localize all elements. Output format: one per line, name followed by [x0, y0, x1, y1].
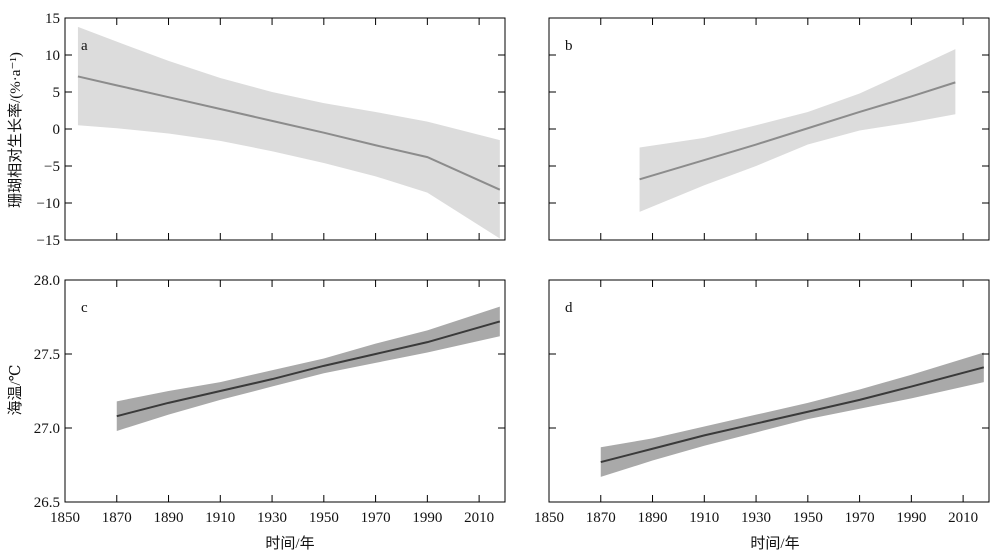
axes-frame-d	[548, 279, 990, 503]
y-tick-label-a: −15	[37, 233, 60, 249]
x-tick-label-d: 1910	[689, 510, 719, 526]
y-tick-label-a: −10	[37, 196, 60, 212]
x-tick-label-d: 1950	[793, 510, 823, 526]
x-tick-label-c: 1970	[361, 510, 391, 526]
panel-letter-c: c	[81, 300, 88, 316]
y-tick-label-c: 26.5	[34, 495, 60, 511]
x-tick-label-c: 1890	[154, 510, 184, 526]
panel-letter-b: b	[565, 38, 573, 54]
plot-area-c	[116, 306, 501, 431]
panel-letter-a: a	[81, 38, 88, 54]
axes-frame-c	[64, 279, 506, 503]
y-tick-label-a: 10	[45, 48, 60, 64]
plot-area-b	[639, 49, 956, 212]
y-tick-label-c: 28.0	[34, 273, 60, 289]
trend-line-a	[77, 75, 501, 191]
x-tick-label-c: 2010	[464, 510, 494, 526]
y-axis-title-sea-temperature: 海温/℃	[7, 365, 24, 416]
y-tick-label-a: 5	[53, 85, 61, 101]
x-tick-label-d: 1930	[741, 510, 771, 526]
confidence-band-a	[77, 26, 500, 239]
y-tick-label-c: 27.5	[34, 347, 60, 363]
x-tick-label-d: 1850	[534, 510, 564, 526]
y-tick-label-a: 15	[45, 11, 60, 27]
y-tick-label-a: 0	[53, 122, 61, 138]
panel-c: 26.5 27.0 27.5 28.0 1850 1870 1890 1910 1930 1950…	[34, 273, 506, 526]
x-tick-label-c: 1910	[205, 510, 235, 526]
panel-letter-d: d	[565, 300, 573, 316]
confidence-band-c	[116, 306, 500, 431]
x-tick-label-d: 2010	[948, 510, 978, 526]
x-axis-title-right: 时间/年	[750, 535, 799, 552]
x-tick-label-c: 1990	[412, 510, 442, 526]
y-tick-label-c: 27.0	[34, 421, 60, 437]
x-tick-label-d: 1990	[896, 510, 926, 526]
y-tick-label-a: −5	[44, 159, 60, 175]
x-tick-label-d: 1870	[586, 510, 616, 526]
trend-line-c	[116, 320, 501, 418]
x-tick-label-c: 1850	[50, 510, 80, 526]
x-tick-label-c: 1930	[257, 510, 287, 526]
x-axis-title-left: 时间/年	[265, 535, 314, 552]
plot-area-a	[77, 26, 501, 239]
panels: −15 −10 −5 0 5 10 15 a b 26.5 27.0 27.5 28.0 1850 1870…	[34, 11, 990, 526]
y-axis-title-growth-rate: 珊瑚相对生长率/(%·a⁻¹)	[7, 52, 24, 208]
panel-b: b	[548, 17, 990, 241]
panel-a: −15 −10 −5 0 5 10 15 a	[37, 11, 506, 249]
plot-area-d	[600, 352, 985, 477]
trend-line-d	[600, 366, 985, 464]
x-tick-label-c: 1870	[102, 510, 132, 526]
trend-line-b	[639, 81, 956, 181]
x-tick-label-d: 1970	[845, 510, 875, 526]
panel-d: 1850 1870 1890 1910 1930 1950 1970 1990 2010 d	[534, 279, 990, 526]
x-tick-label-c: 1950	[309, 510, 339, 526]
x-tick-label-d: 1890	[638, 510, 668, 526]
